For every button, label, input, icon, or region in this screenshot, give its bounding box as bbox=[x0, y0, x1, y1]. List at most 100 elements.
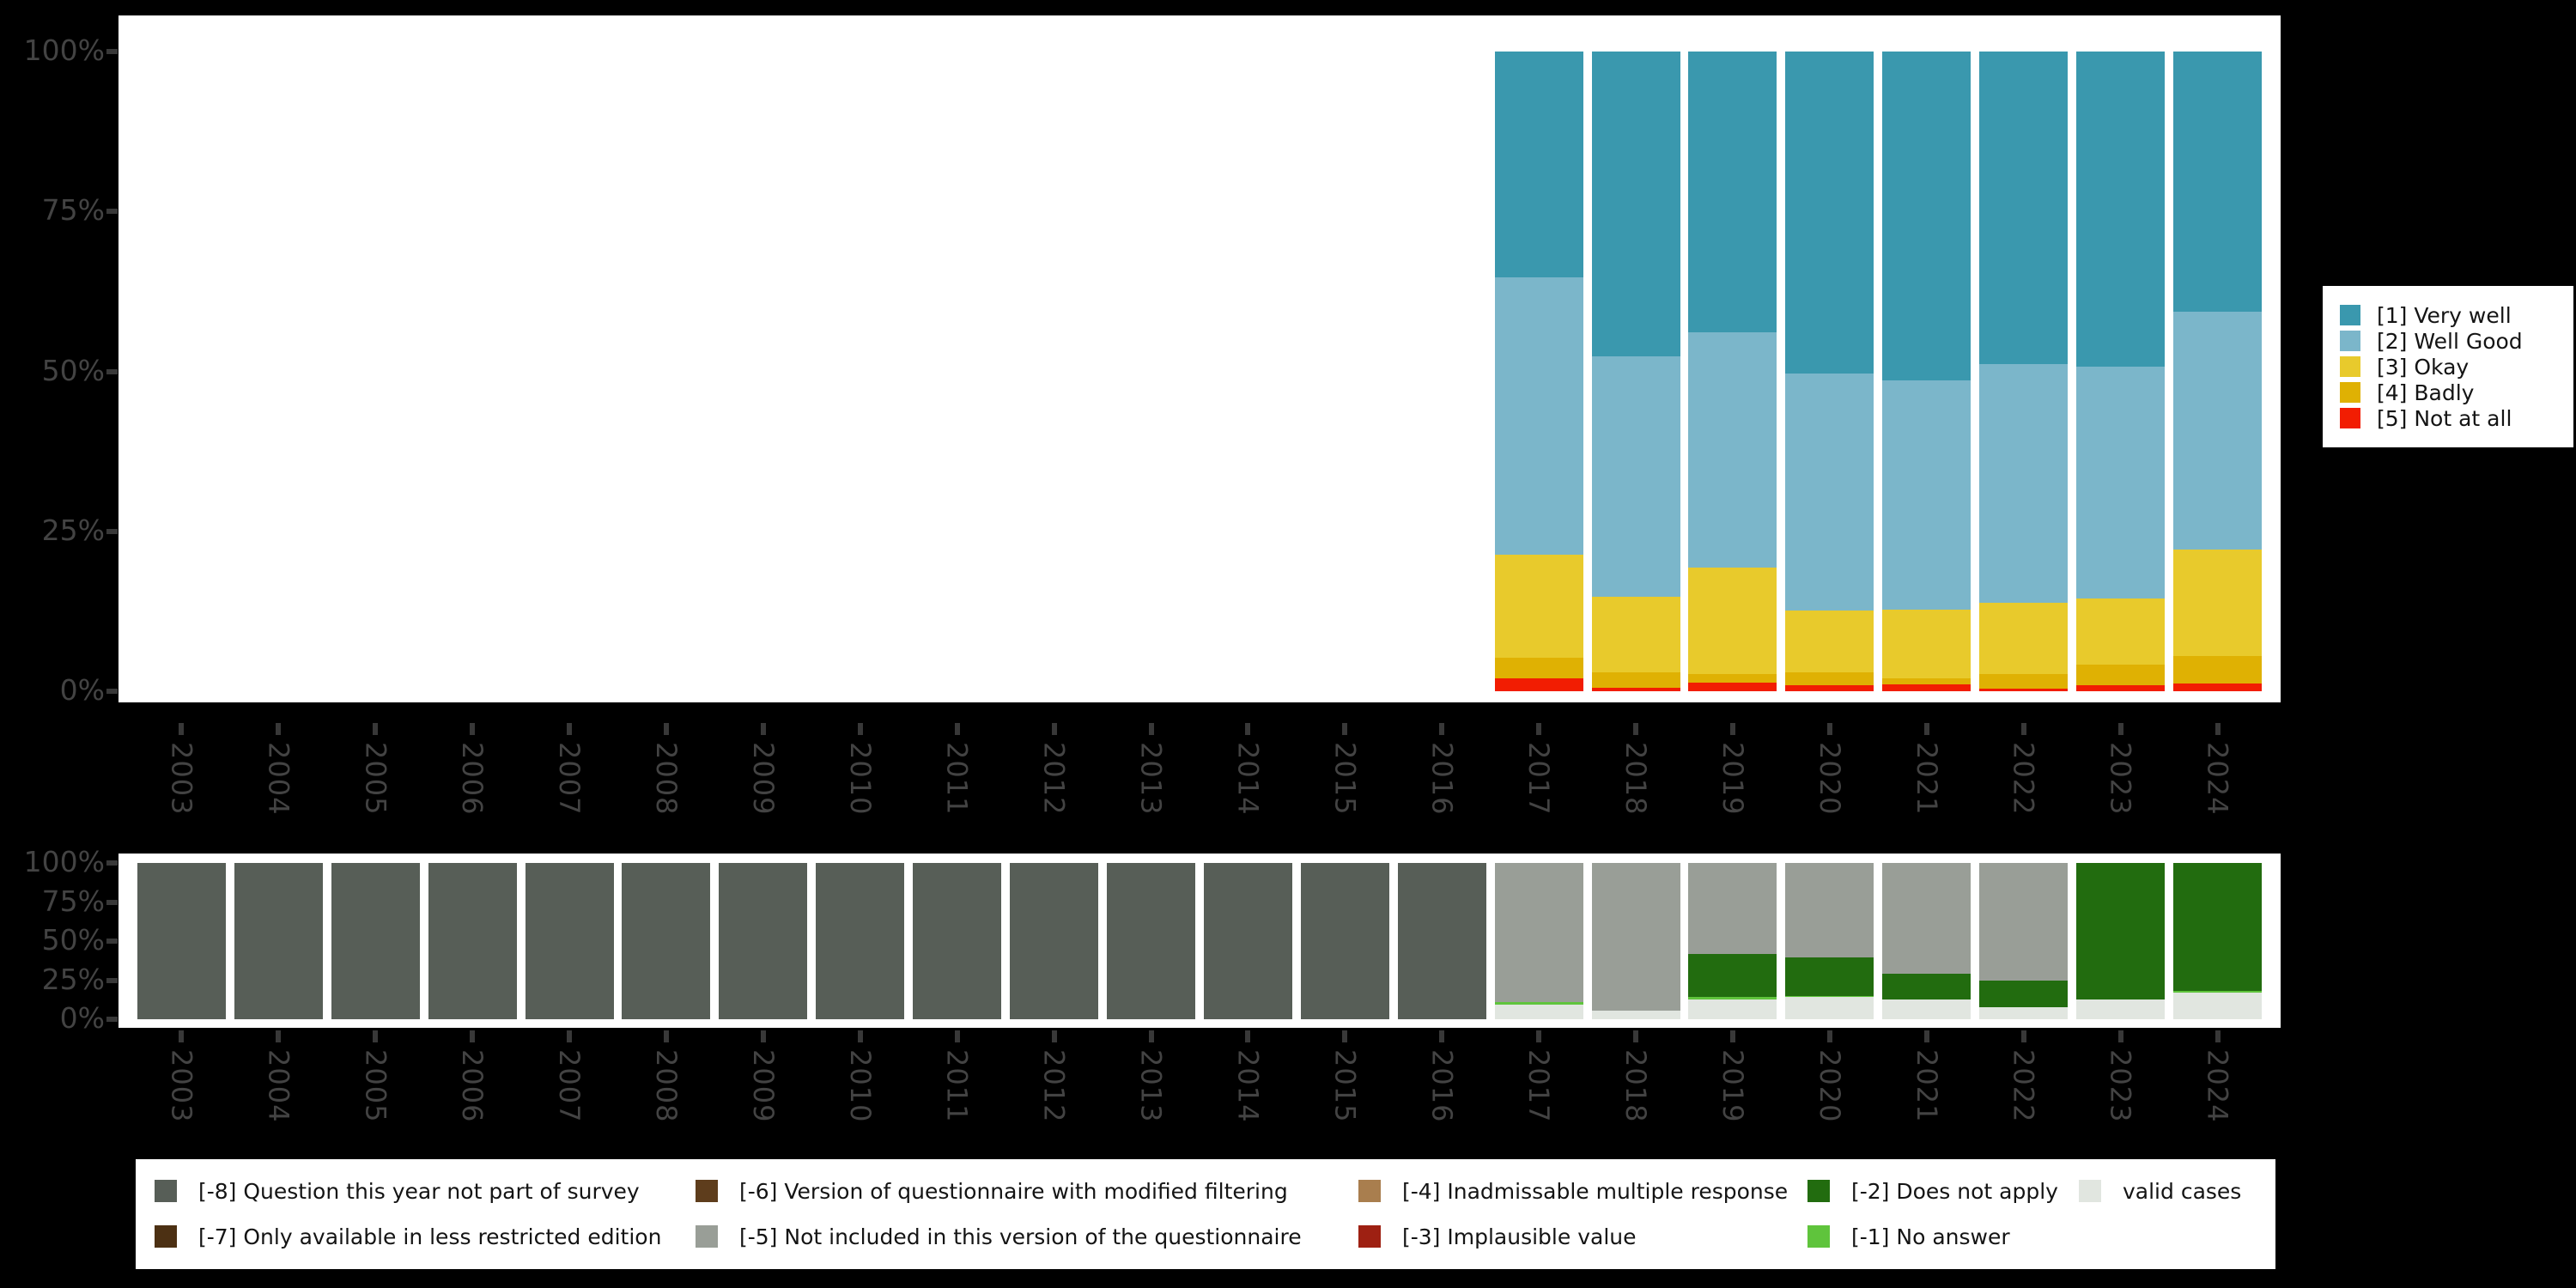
legend-item[interactable]: [3] Okay bbox=[2340, 354, 2573, 380]
legend-item[interactable]: [-1] No answer bbox=[1807, 1219, 2010, 1254]
stacked-bar[interactable] bbox=[1203, 863, 1292, 1019]
stacked-bar[interactable] bbox=[1979, 863, 2069, 1019]
bar-segment[interactable] bbox=[1785, 996, 1874, 1019]
bar-segment[interactable] bbox=[1494, 276, 1583, 556]
stacked-bar[interactable] bbox=[331, 863, 420, 1019]
bar-segment[interactable] bbox=[1882, 683, 1971, 691]
bar-segment[interactable] bbox=[1494, 1001, 1583, 1005]
bar-segment[interactable] bbox=[1591, 596, 1680, 673]
bar-segment[interactable] bbox=[428, 863, 517, 1019]
bar-segment[interactable] bbox=[2172, 655, 2262, 683]
bar-segment[interactable] bbox=[1591, 688, 1680, 691]
legend-item[interactable]: [2] Well Good bbox=[2340, 328, 2573, 354]
bar-segment[interactable] bbox=[1688, 332, 1777, 568]
bar-segment[interactable] bbox=[1979, 981, 2069, 1007]
stacked-bar[interactable] bbox=[1494, 863, 1583, 1019]
bar-segment[interactable] bbox=[1882, 52, 1971, 380]
bar-segment[interactable] bbox=[2172, 683, 2262, 691]
bar-segment[interactable] bbox=[1882, 974, 1971, 1000]
bar-segment[interactable] bbox=[1979, 603, 2069, 674]
stacked-bar[interactable] bbox=[137, 863, 226, 1019]
bar-segment[interactable] bbox=[1979, 364, 2069, 604]
stacked-bar[interactable] bbox=[1591, 52, 1680, 691]
bar-segment[interactable] bbox=[1688, 673, 1777, 683]
bar-segment[interactable] bbox=[1882, 380, 1971, 611]
bar-segment[interactable] bbox=[1107, 863, 1196, 1019]
bar-segment[interactable] bbox=[2076, 863, 2166, 1000]
bar-segment[interactable] bbox=[1882, 678, 1971, 684]
stacked-bar[interactable] bbox=[1785, 863, 1874, 1019]
bar-segment[interactable] bbox=[2076, 367, 2166, 598]
bar-segment[interactable] bbox=[1591, 52, 1680, 357]
legend-item[interactable]: [-5] Not included in this version of the… bbox=[696, 1219, 1302, 1254]
bar-segment[interactable] bbox=[1882, 610, 1971, 679]
stacked-bar[interactable] bbox=[1300, 863, 1389, 1019]
bar-segment[interactable] bbox=[2076, 999, 2166, 1019]
bar-segment[interactable] bbox=[1979, 1006, 2069, 1019]
stacked-bar[interactable] bbox=[622, 863, 711, 1019]
bar-segment[interactable] bbox=[1494, 52, 1583, 277]
legend-item[interactable]: [4] Badly bbox=[2340, 380, 2573, 405]
legend-item[interactable]: [-2] Does not apply bbox=[1807, 1174, 2058, 1208]
stacked-bar[interactable] bbox=[428, 863, 517, 1019]
stacked-bar[interactable] bbox=[1785, 52, 1874, 691]
legend-item[interactable]: [-8] Question this year not part of surv… bbox=[155, 1174, 640, 1208]
stacked-bar[interactable] bbox=[816, 863, 905, 1019]
bar-segment[interactable] bbox=[1785, 957, 1874, 996]
bar-segment[interactable] bbox=[1494, 658, 1583, 679]
bar-segment[interactable] bbox=[1203, 863, 1292, 1019]
bar-segment[interactable] bbox=[2172, 312, 2262, 550]
bar-segment[interactable] bbox=[913, 863, 1002, 1019]
bar-segment[interactable] bbox=[816, 863, 905, 1019]
bar-segment[interactable] bbox=[1785, 995, 1874, 997]
bar-segment[interactable] bbox=[1979, 688, 2069, 691]
stacked-bar[interactable] bbox=[1494, 52, 1583, 691]
stacked-bar[interactable] bbox=[2172, 52, 2262, 691]
bar-segment[interactable] bbox=[1591, 356, 1680, 597]
bar-segment[interactable] bbox=[1979, 863, 2069, 981]
bar-segment[interactable] bbox=[1785, 863, 1874, 957]
bar-segment[interactable] bbox=[2076, 664, 2166, 686]
bar-segment[interactable] bbox=[1785, 685, 1874, 691]
bar-segment[interactable] bbox=[1688, 863, 1777, 954]
bar-segment[interactable] bbox=[1688, 996, 1777, 999]
bar-segment[interactable] bbox=[1882, 999, 1971, 1019]
bar-segment[interactable] bbox=[137, 863, 226, 1019]
bar-segment[interactable] bbox=[1882, 863, 1971, 975]
bar-segment[interactable] bbox=[331, 863, 420, 1019]
bar-segment[interactable] bbox=[1300, 863, 1389, 1019]
bar-segment[interactable] bbox=[1688, 953, 1777, 997]
stacked-bar[interactable] bbox=[1688, 52, 1777, 691]
stacked-bar[interactable] bbox=[2076, 52, 2166, 691]
bar-segment[interactable] bbox=[1494, 555, 1583, 659]
bar-segment[interactable] bbox=[1688, 52, 1777, 333]
stacked-bar[interactable] bbox=[1397, 863, 1486, 1019]
legend-item[interactable]: valid cases bbox=[2079, 1174, 2241, 1208]
bar-segment[interactable] bbox=[1785, 671, 1874, 686]
stacked-bar[interactable] bbox=[1688, 863, 1777, 1019]
legend-item[interactable]: [5] Not at all bbox=[2340, 405, 2573, 431]
stacked-bar[interactable] bbox=[1591, 863, 1680, 1019]
bar-segment[interactable] bbox=[1688, 568, 1777, 674]
bar-segment[interactable] bbox=[2172, 990, 2262, 993]
bar-segment[interactable] bbox=[1010, 863, 1099, 1019]
stacked-bar[interactable] bbox=[234, 863, 323, 1019]
bar-segment[interactable] bbox=[2076, 598, 2166, 665]
bar-segment[interactable] bbox=[1979, 673, 2069, 689]
bar-segment[interactable] bbox=[2076, 685, 2166, 691]
bar-segment[interactable] bbox=[2076, 52, 2166, 368]
bar-segment[interactable] bbox=[234, 863, 323, 1019]
bar-segment[interactable] bbox=[2172, 52, 2262, 313]
bar-segment[interactable] bbox=[622, 863, 711, 1019]
stacked-bar[interactable] bbox=[1107, 863, 1196, 1019]
bar-segment[interactable] bbox=[1785, 52, 1874, 374]
bar-segment[interactable] bbox=[1688, 682, 1777, 691]
stacked-bar[interactable] bbox=[1882, 52, 1971, 691]
legend-item[interactable]: [-4] Inadmissable multiple response bbox=[1358, 1174, 1788, 1208]
bar-segment[interactable] bbox=[1494, 1004, 1583, 1019]
stacked-bar[interactable] bbox=[2076, 863, 2166, 1019]
stacked-bar[interactable] bbox=[1010, 863, 1099, 1019]
bar-segment[interactable] bbox=[1397, 863, 1486, 1019]
bar-segment[interactable] bbox=[2172, 992, 2262, 1019]
bar-segment[interactable] bbox=[1979, 52, 2069, 365]
